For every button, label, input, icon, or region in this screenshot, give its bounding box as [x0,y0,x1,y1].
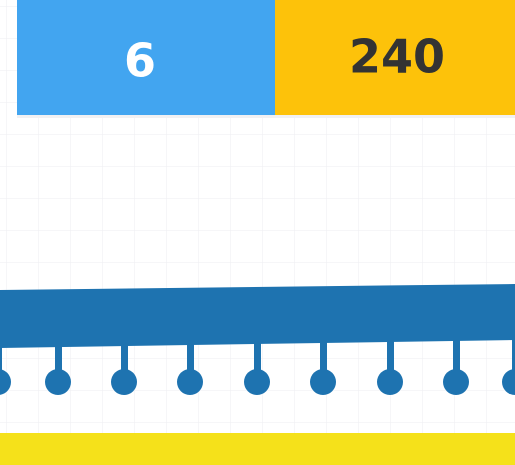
pin-ball [111,369,137,395]
pin-stem [0,330,2,375]
pin-ball [244,369,270,395]
pin-ball [377,369,403,395]
pin-ball [443,369,469,395]
pin-stem [320,330,327,375]
pin-ball [310,369,336,395]
pin-stem [512,330,515,375]
right-score: 240 [349,30,445,84]
yellow-floor [0,433,515,465]
pin-stem [121,330,128,375]
pin-stem [387,330,394,375]
blue-beam [0,284,515,348]
pin-stem [453,330,460,375]
pins [0,330,515,395]
pin-ball [0,369,11,395]
pin-stem [187,330,194,375]
left-panel [17,0,275,115]
pin-ball [45,369,71,395]
pin-stem [55,330,62,375]
pin-ball [177,369,203,395]
pin-stem [254,330,261,375]
left-score: 6 [124,34,156,88]
right-panel [275,0,515,115]
pin-ball [502,369,515,395]
